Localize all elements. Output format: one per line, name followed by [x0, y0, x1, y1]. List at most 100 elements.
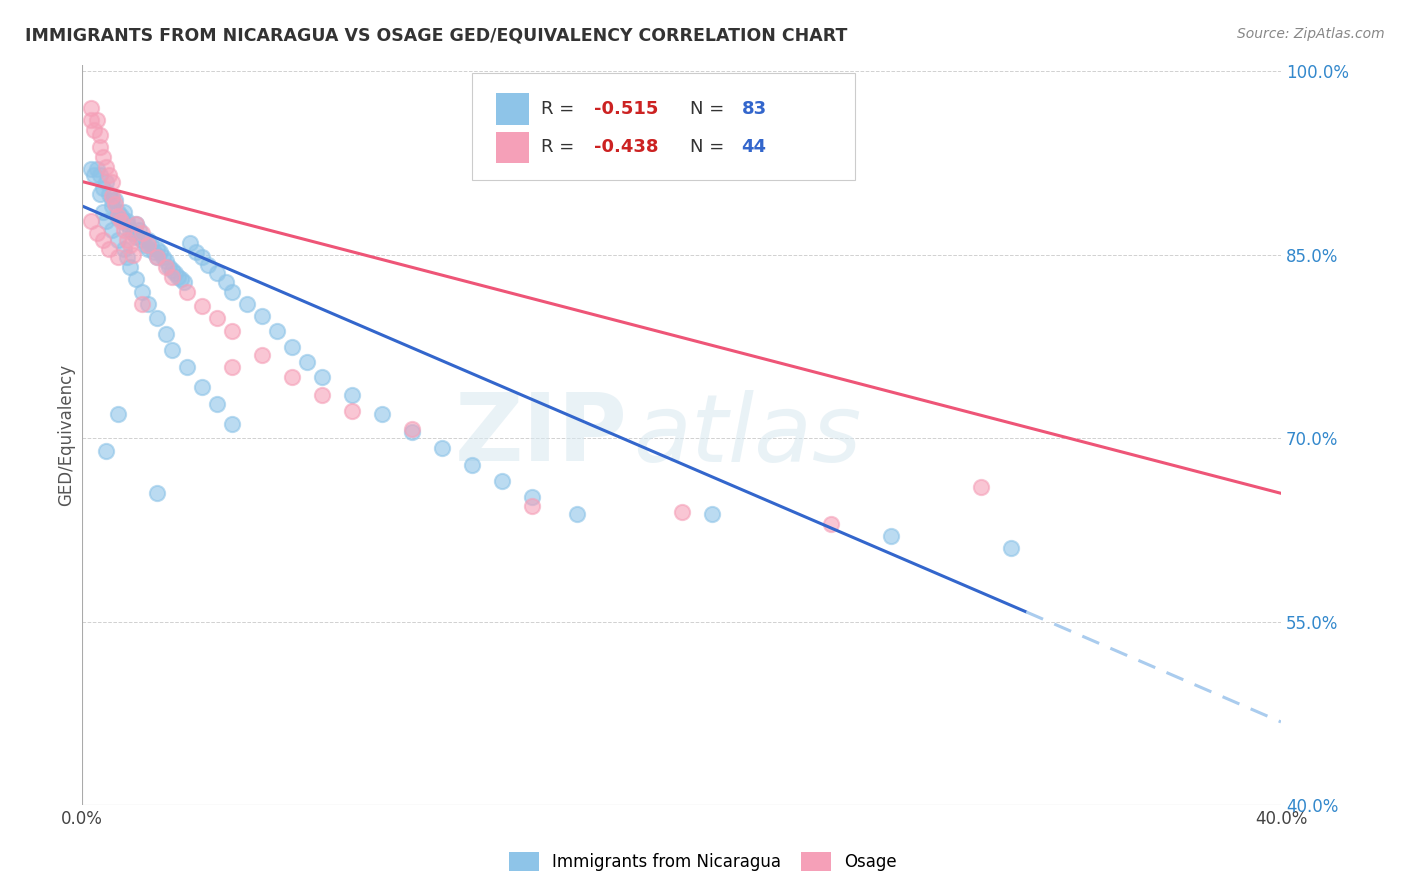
Point	[401, 425, 423, 440]
Point	[112, 242, 135, 256]
Point	[134, 238, 156, 252]
Point	[146, 486, 169, 500]
Point	[671, 505, 693, 519]
Point	[125, 217, 148, 231]
Point	[89, 186, 111, 201]
Point	[371, 407, 394, 421]
Point	[236, 297, 259, 311]
Point	[101, 199, 124, 213]
Point	[700, 507, 723, 521]
Text: -0.438: -0.438	[595, 137, 658, 156]
Point	[1000, 541, 1022, 556]
Point	[311, 388, 333, 402]
Point	[107, 233, 129, 247]
Point	[491, 474, 513, 488]
Point	[98, 186, 121, 201]
Point	[94, 213, 117, 227]
Point	[250, 309, 273, 323]
Point	[91, 150, 114, 164]
Point	[205, 397, 228, 411]
Point	[155, 254, 177, 268]
Point	[128, 223, 150, 237]
Point	[197, 258, 219, 272]
Text: Source: ZipAtlas.com: Source: ZipAtlas.com	[1237, 27, 1385, 41]
Text: IMMIGRANTS FROM NICARAGUA VS OSAGE GED/EQUIVALENCY CORRELATION CHART: IMMIGRANTS FROM NICARAGUA VS OSAGE GED/E…	[25, 27, 848, 45]
Point	[91, 205, 114, 219]
Point	[86, 162, 108, 177]
Point	[167, 269, 190, 284]
Point	[184, 245, 207, 260]
Point	[146, 311, 169, 326]
Point	[221, 360, 243, 375]
Text: -0.515: -0.515	[595, 100, 658, 118]
Point	[136, 238, 159, 252]
Point	[98, 242, 121, 256]
Point	[80, 162, 103, 177]
Point	[880, 529, 903, 543]
Point	[295, 355, 318, 369]
Point	[83, 123, 105, 137]
Point	[170, 272, 193, 286]
Text: R =: R =	[541, 100, 581, 118]
Point	[155, 327, 177, 342]
Point	[340, 404, 363, 418]
Point	[104, 196, 127, 211]
Point	[125, 229, 148, 244]
Text: atlas: atlas	[634, 390, 862, 481]
Point	[107, 205, 129, 219]
FancyBboxPatch shape	[472, 73, 855, 180]
Point	[104, 193, 127, 207]
Point	[80, 101, 103, 115]
Point	[340, 388, 363, 402]
Point	[94, 443, 117, 458]
Point	[520, 490, 543, 504]
Bar	[496, 132, 529, 163]
Point	[120, 260, 142, 274]
Point	[155, 260, 177, 274]
Point	[112, 205, 135, 219]
Point	[101, 189, 124, 203]
Point	[125, 272, 148, 286]
Point	[86, 113, 108, 128]
Point	[125, 217, 148, 231]
Point	[191, 380, 214, 394]
Point	[160, 262, 183, 277]
Point	[131, 285, 153, 299]
Point	[115, 250, 138, 264]
Point	[970, 480, 993, 494]
Point	[101, 193, 124, 207]
Text: N =: N =	[690, 100, 730, 118]
Point	[205, 311, 228, 326]
Point	[139, 238, 162, 252]
Point	[112, 223, 135, 237]
Point	[80, 213, 103, 227]
Point	[131, 297, 153, 311]
Point	[461, 458, 484, 473]
Point	[146, 242, 169, 256]
Point	[136, 297, 159, 311]
Point	[281, 340, 304, 354]
Point	[107, 407, 129, 421]
Point	[89, 169, 111, 183]
Point	[152, 250, 174, 264]
Point	[91, 233, 114, 247]
Point	[221, 285, 243, 299]
Point	[157, 260, 180, 274]
Point	[179, 235, 201, 250]
Point	[80, 113, 103, 128]
Point	[143, 245, 166, 260]
Point	[107, 209, 129, 223]
Point	[136, 233, 159, 247]
Point	[165, 266, 187, 280]
Point	[266, 324, 288, 338]
Point	[107, 250, 129, 264]
Point	[430, 441, 453, 455]
Bar	[496, 94, 529, 125]
Text: N =: N =	[690, 137, 730, 156]
Point	[221, 324, 243, 338]
Point	[120, 238, 142, 252]
Point	[191, 299, 214, 313]
Point	[110, 213, 132, 227]
Text: 44: 44	[741, 137, 766, 156]
Point	[122, 226, 145, 240]
